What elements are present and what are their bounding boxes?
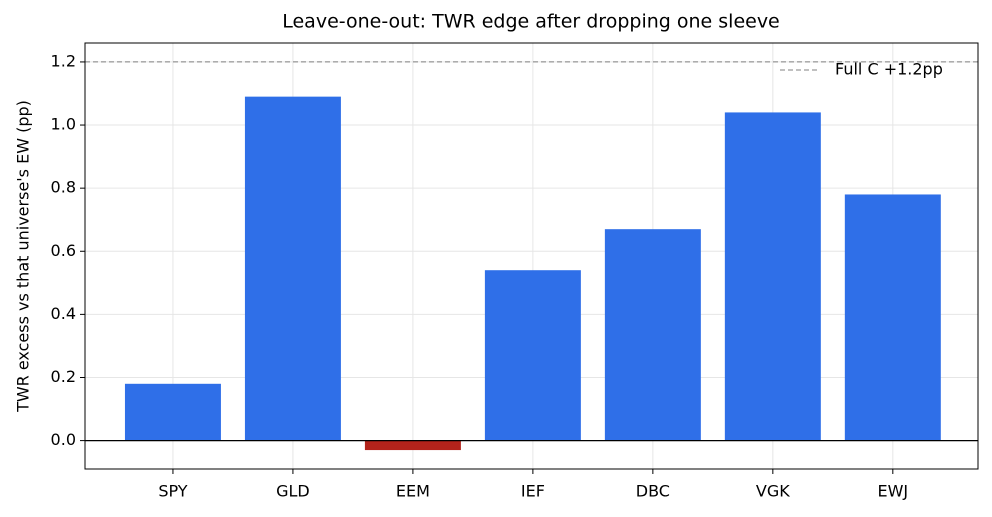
bar (724, 112, 821, 441)
bar (364, 440, 461, 451)
x-tick-label: SPY (158, 482, 187, 501)
y-tick-label: 0.8 (51, 178, 76, 197)
y-tick-label: 0.4 (51, 304, 76, 323)
x-tick-label: EEM (396, 482, 430, 501)
bar (844, 194, 941, 441)
bar (244, 96, 341, 441)
legend-label: Full C +1.2pp (835, 60, 943, 79)
y-tick-label: 0.2 (51, 367, 76, 386)
y-axis-label: TWR excess vs that universe's EW (pp) (14, 100, 33, 413)
bar (484, 270, 581, 441)
bar (124, 383, 221, 441)
y-tick-label: 1.2 (51, 51, 76, 70)
chart-title: Leave-one-out: TWR edge after dropping o… (282, 11, 780, 33)
x-tick-label: GLD (276, 482, 310, 501)
y-tick-label: 1.0 (51, 115, 76, 134)
x-tick-label: EWJ (877, 482, 908, 501)
x-tick-label: VGK (756, 482, 790, 501)
bar (604, 229, 701, 441)
y-tick-label: 0.0 (51, 430, 76, 449)
plot-frame (84, 42, 979, 470)
x-tick-label: DBC (636, 482, 670, 501)
y-tick-label: 0.6 (51, 241, 76, 260)
x-tick-label: IEF (521, 482, 545, 501)
